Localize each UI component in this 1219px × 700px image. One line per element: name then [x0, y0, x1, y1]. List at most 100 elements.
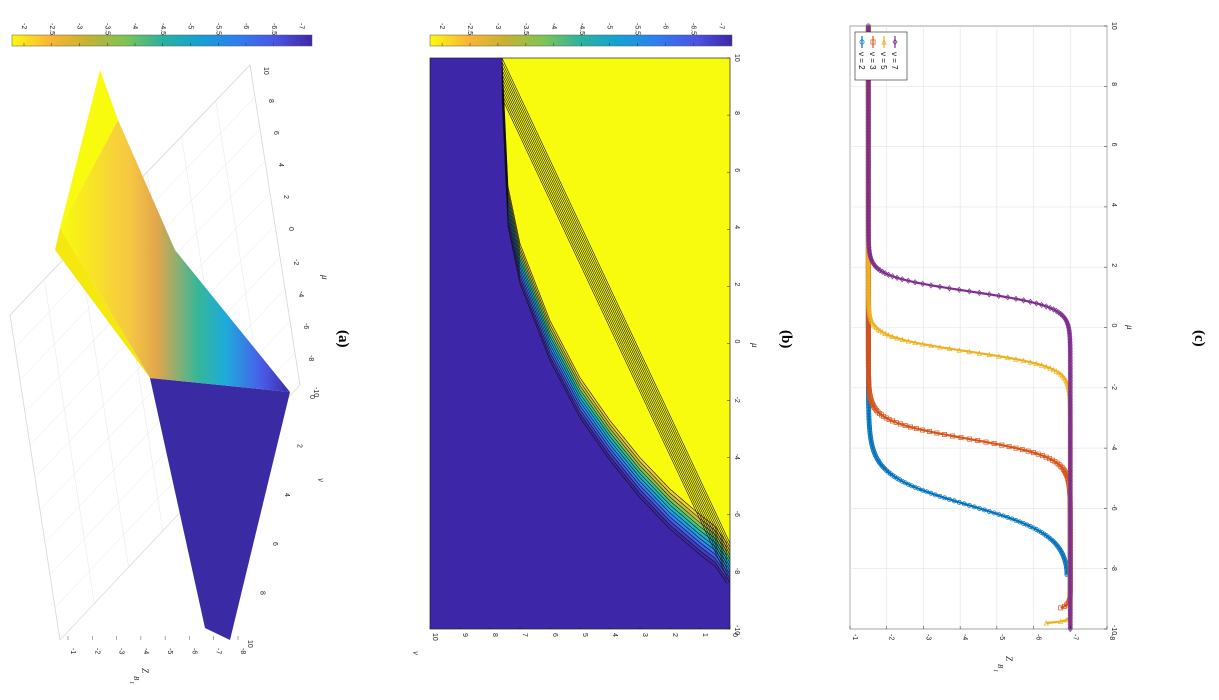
series-marker [1033, 360, 1040, 367]
legend-entry: ν = 5 [879, 52, 888, 70]
series-marker [956, 499, 962, 505]
series-marker [1005, 354, 1011, 361]
colorbar-tick-label: -4 [131, 23, 138, 29]
series-marker [996, 353, 1002, 359]
series-marker [1020, 297, 1027, 304]
nu-tick-label: 7 [521, 633, 528, 637]
series-marker [867, 314, 874, 320]
series-marker [875, 326, 881, 332]
colorbar-tick-label: -3.5 [103, 23, 110, 35]
series-marker [1051, 539, 1056, 545]
panel-a-z-label-subsub: 1 [128, 681, 134, 684]
panel-a-mu-ticks: -10 -8 -6 -4 -2 0 2 4 6 8 10 [262, 67, 319, 397]
mu-tick-label: -4 [733, 454, 740, 460]
mu-tick-label: 6 [272, 131, 279, 135]
series-marker [1030, 450, 1036, 456]
series-marker [1061, 313, 1067, 321]
z-tick-label: -8 [1108, 634, 1115, 640]
panel-c-mu-label: μ [1125, 324, 1135, 330]
panel-c-z-label-subsub: 1 [992, 669, 998, 672]
colorbar-a [11, 34, 313, 47]
colorbar-tick-label: -2 [438, 23, 445, 29]
series-marker [902, 423, 908, 428]
colorbar-tick-label: -5.5 [214, 23, 221, 35]
z-tick-label: -4 [961, 634, 968, 640]
colorbar-tick-label: -3.5 [522, 23, 529, 35]
colorbar-tick-label: -3 [494, 23, 501, 29]
mu-tick-label: 10 [733, 54, 740, 62]
mu-tick-label: -10 [1110, 625, 1117, 635]
series-marker [1047, 304, 1053, 312]
mu-tick-label: 0 [1110, 324, 1117, 328]
series-marker [946, 496, 952, 502]
mu-tick-label: 2 [1110, 263, 1117, 267]
mu-tick-label: -10 [312, 387, 319, 397]
series-marker [859, 39, 865, 45]
series-marker [902, 480, 908, 486]
series-marker [865, 261, 872, 267]
series-marker [1058, 605, 1064, 611]
series-marker [865, 298, 872, 305]
series-marker [889, 418, 895, 424]
nu-tick-label: 0 [731, 633, 738, 637]
z-tick-label: -1 [851, 634, 858, 640]
nu-tick-label: 9 [461, 633, 468, 637]
series-marker [966, 436, 972, 442]
series-marker [865, 277, 872, 284]
series-marker [1013, 356, 1019, 362]
panel-c-z-label-sub: B [996, 664, 1004, 669]
panel-b-contour-plot: -2 -2.5 -3 -3.5 -4 -4.5 -5 -5.5 -6 -6.5 -7 -10 -8 -6… [411, 23, 794, 655]
series-marker [865, 264, 872, 270]
series-marker [924, 489, 930, 495]
series-marker [905, 338, 911, 344]
colorbar-tick-label: -5 [606, 23, 613, 29]
mu-tick-label: 6 [1110, 143, 1117, 147]
series-marker [1058, 371, 1064, 377]
mu-tick-label: 8 [733, 111, 740, 115]
series-marker [870, 39, 876, 45]
panel-a-z-label: Z [140, 668, 150, 674]
series-marker [1038, 362, 1045, 368]
series-marker [894, 274, 900, 281]
series-marker [865, 285, 872, 291]
mu-tick-label: -6 [302, 323, 309, 329]
series-marker [883, 415, 889, 421]
series-marker [1056, 545, 1062, 551]
series-marker [958, 435, 964, 440]
series-marker [865, 295, 872, 302]
colorbar-tick-label: -4 [550, 23, 557, 29]
nu-tick-label: 5 [581, 633, 588, 637]
panel-a-surface-plot: -2 -2.5 -3 -3.5 -4 -4.5 -5 -5.5 -6 -6.5 -7 -10-8-6… [9, 23, 351, 684]
series-marker [1043, 620, 1049, 626]
series-marker [937, 344, 943, 350]
panel-a-label: (a) [335, 330, 351, 348]
series-marker [1043, 303, 1049, 310]
panel-a-nu-label: ν [316, 478, 326, 482]
panel-a-z-ticks: -1 -2 -3 -4 -5 -6 -7 -8 [67, 636, 246, 654]
series-marker [1061, 374, 1067, 380]
series-marker [865, 258, 872, 264]
colorbar-a-ticks: -2 -2.5 -3 -3.5 -4 -4.5 -5 -5.5 -6 -6.5 -7 [20, 23, 305, 46]
series-marker [882, 466, 888, 472]
z-tick-label: -7 [215, 648, 222, 654]
nu-tick-label: 10 [431, 633, 438, 641]
legend-box [854, 31, 908, 81]
series-marker [865, 283, 872, 290]
series-marker [865, 270, 872, 276]
mu-tick-label: -2 [1110, 384, 1117, 390]
series-marker [865, 294, 872, 300]
mu-tick-label: -6 [733, 511, 740, 517]
series-diamond [865, 24, 1073, 633]
series-marker [1006, 444, 1012, 450]
series-marker [865, 276, 872, 282]
series-marker [986, 351, 992, 358]
mu-tick-label: -8 [733, 568, 740, 574]
series-marker [1058, 463, 1064, 469]
series-marker [942, 495, 948, 501]
nu-tick-label: 2 [296, 444, 303, 448]
legend-entry: ν = 3 [868, 52, 877, 70]
z-tick-label: -4 [142, 648, 149, 654]
series-marker [865, 274, 872, 281]
series-marker [879, 463, 885, 469]
